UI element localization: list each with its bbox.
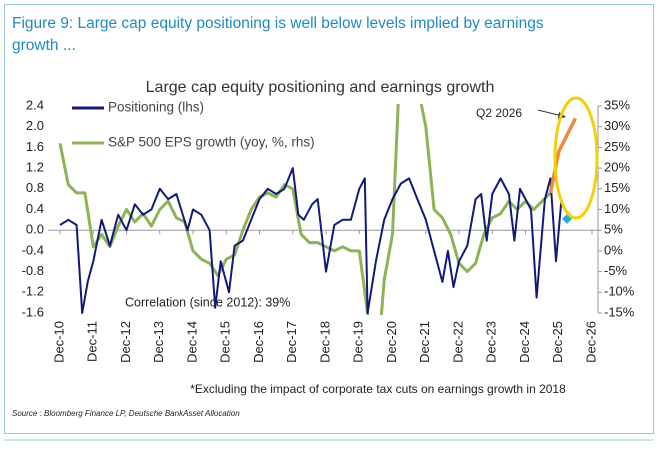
x-tick-label: Dec-26 [583, 321, 598, 363]
figure-header: Figure 9: Large cap equity positioning i… [12, 15, 548, 54]
legend-label: S&P 500 EPS growth (yoy, %, rhs) [108, 135, 315, 150]
source: Source : Bloomberg Finance LP, Deutsche … [12, 409, 240, 418]
x-tick-label: Dec-25 [550, 321, 565, 363]
y-tick-label: -0.8 [22, 263, 44, 278]
y-tick-label: -0.4 [22, 242, 44, 257]
x-tick-label: Dec-12 [118, 321, 133, 363]
x-tick-label: Dec-16 [251, 321, 266, 363]
y2-tick-label: -5% [604, 263, 628, 278]
y2-tick-label: 30% [604, 118, 630, 133]
y-tick-label: 0.8 [26, 180, 44, 195]
x-tick-label: Dec-18 [317, 321, 332, 363]
y-tick-label: 1.2 [26, 160, 44, 175]
y2-tick-label: 20% [604, 160, 630, 175]
y2-tick-label: -15% [604, 304, 635, 319]
eps-line [58, 104, 552, 315]
y2-tick-label: 10% [604, 201, 630, 216]
y-tick-label: 2.4 [26, 97, 44, 112]
y2-tick-label: 5% [604, 222, 623, 237]
x-tick-label: Dec-11 [85, 321, 100, 362]
x-tick-label: Dec-14 [184, 321, 199, 363]
annotation: Correlation (since 2012): 39% [125, 295, 290, 309]
y-tick-label: 0.0 [26, 222, 44, 237]
positioning-line [59, 167, 563, 314]
x-tick-label: Dec-15 [218, 321, 233, 363]
y-tick-label: 0.4 [26, 201, 44, 216]
y2-tick-label: -10% [604, 284, 635, 299]
x-tick-label: Dec-24 [517, 321, 532, 363]
y2-tick-label: 25% [604, 139, 630, 154]
footnote: *Excluding the impact of corporate tax c… [190, 382, 566, 396]
legend-label: Positioning (lhs) [108, 100, 204, 115]
x-tick-label: Dec-10 [51, 321, 66, 363]
x-tick-label: Dec-22 [450, 321, 465, 363]
plot-area [58, 104, 577, 315]
x-tick-label: Dec-17 [284, 321, 299, 363]
y2-tick-label: 35% [604, 97, 630, 112]
x-tick-label: Dec-23 [484, 321, 499, 363]
chart-title: Large cap equity positioning and earning… [146, 79, 495, 96]
highlight-ring [553, 96, 599, 220]
x-tick-label: Dec-20 [384, 321, 399, 363]
projection-line [548, 117, 577, 194]
y2-tick-label: 0% [604, 242, 623, 257]
frame [4, 4, 654, 434]
y-tick-label: -1.6 [22, 304, 44, 319]
y-tick-label: 2.0 [26, 118, 44, 133]
x-tick-label: Dec-19 [351, 321, 366, 363]
y-tick-label: 1.6 [26, 139, 44, 154]
annotation-arrow [537, 109, 563, 117]
x-tick-label: Dec-13 [151, 321, 166, 363]
y2-tick-label: 15% [604, 180, 630, 195]
x-tick-label: Dec-21 [417, 321, 432, 363]
y-tick-label: -1.2 [22, 284, 44, 299]
annotation: Q2 2026 [476, 106, 522, 120]
